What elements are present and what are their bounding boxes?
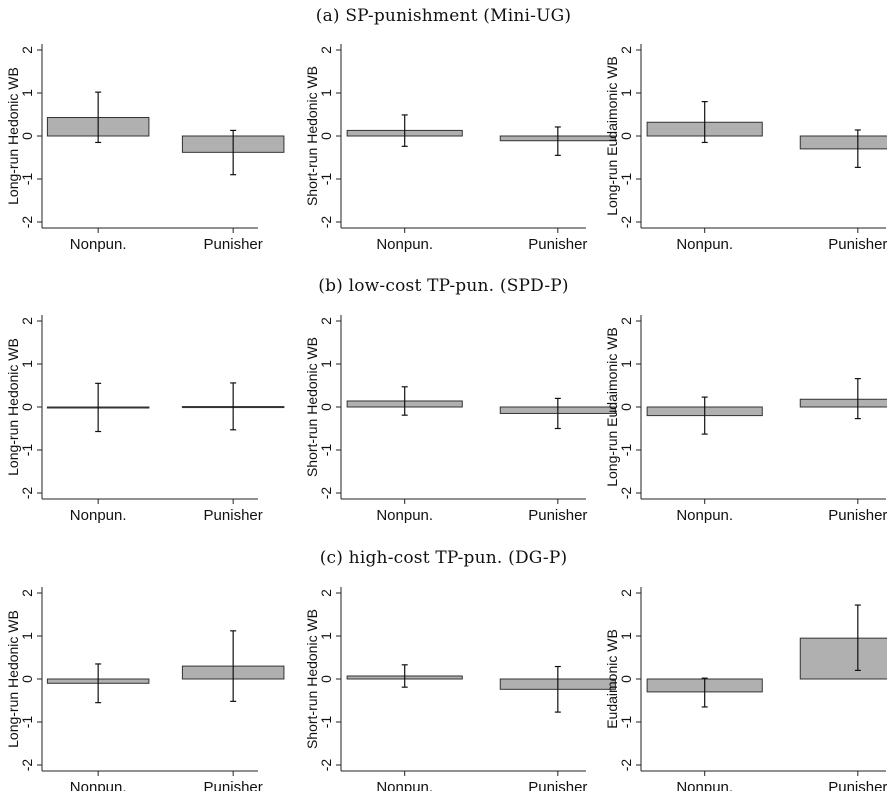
y-tick-label: -2 bbox=[318, 759, 334, 772]
x-tick-label: Punisher bbox=[528, 236, 587, 253]
x-tick-label: Punisher bbox=[204, 507, 263, 524]
y-tick-label: -1 bbox=[19, 716, 35, 729]
y-tick-label: 2 bbox=[618, 46, 634, 54]
y-tick-label: -1 bbox=[618, 444, 634, 457]
y-tick-label: 2 bbox=[318, 589, 334, 597]
y-tick-label: -1 bbox=[318, 444, 334, 457]
y-axis-label: Short-run Hedonic WB bbox=[304, 337, 320, 477]
chart-panel: -2 -1 0 1 2 Eudaimonic WB Nonpun. Punisher bbox=[604, 587, 887, 791]
y-tick-label: 0 bbox=[618, 403, 634, 411]
x-tick-label: Punisher bbox=[828, 507, 887, 524]
x-tick-label: Punisher bbox=[204, 236, 263, 253]
x-tick-label: Punisher bbox=[828, 236, 887, 253]
x-tick-label: Punisher bbox=[828, 779, 887, 791]
bar bbox=[799, 637, 887, 680]
chart-panel: -2 -1 0 1 2 Short-run Hedonic WB Nonpun. Punish… bbox=[304, 44, 616, 253]
y-tick-label: 2 bbox=[318, 317, 334, 325]
y-axis-label: Short-run Hedonic WB bbox=[304, 609, 320, 749]
x-tick-label: Punisher bbox=[204, 779, 263, 791]
y-tick-label: -2 bbox=[19, 216, 35, 229]
chart-panel: -2 -1 0 1 2 Short-run Hedonic WB Nonpun. Punish… bbox=[304, 587, 616, 791]
chart-panel: -2 -1 0 1 2 Long-run Eudaimonic WB Nonpun. Puni… bbox=[604, 44, 887, 253]
y-tick-label: 2 bbox=[618, 317, 634, 325]
y-tick-label: -1 bbox=[318, 173, 334, 186]
y-axis-label: Long-run Eudaimonic WB bbox=[604, 327, 620, 487]
chart-panel: -2 -1 0 1 2 Short-run Hedonic WB Nonpun. Punish… bbox=[304, 315, 616, 524]
y-tick-label: -1 bbox=[19, 444, 35, 457]
chart-panel: -2 -1 0 1 2 Long-run Eudaimonic WB Nonpun. Puni… bbox=[604, 315, 887, 524]
y-tick-label: 1 bbox=[618, 89, 634, 97]
row-title-c: (c) high-cost TP-pun. (DG-P) bbox=[319, 548, 568, 568]
y-tick-label: 1 bbox=[318, 632, 334, 640]
y-axis-label: Short-run Hedonic WB bbox=[304, 66, 320, 206]
x-tick-label: Punisher bbox=[528, 779, 587, 791]
chart-panel: -2 -1 0 1 2 Long-run Hedonic WB Nonpun. Punishe… bbox=[5, 315, 285, 524]
x-tick-label: Nonpun. bbox=[376, 236, 433, 253]
y-tick-label: 2 bbox=[318, 46, 334, 54]
x-tick-label: Nonpun. bbox=[70, 507, 127, 524]
y-tick-label: 1 bbox=[318, 89, 334, 97]
y-axis-label: Long-run Hedonic WB bbox=[5, 67, 21, 205]
row-title-a: (a) SP-punishment (Mini-UG) bbox=[315, 6, 572, 26]
y-tick-label: -2 bbox=[618, 487, 634, 500]
y-tick-label: -2 bbox=[318, 216, 334, 229]
y-tick-label: 2 bbox=[618, 589, 634, 597]
y-axis-label: Long-run Eudaimonic WB bbox=[604, 56, 620, 216]
y-tick-label: 0 bbox=[618, 675, 634, 683]
y-tick-label: 1 bbox=[19, 632, 35, 640]
y-tick-label: 2 bbox=[19, 317, 35, 325]
y-tick-label: -2 bbox=[19, 487, 35, 500]
chart-panel: -2 -1 0 1 2 Long-run Hedonic WB Nonpun. Punishe… bbox=[5, 587, 285, 791]
y-tick-label: 2 bbox=[19, 46, 35, 54]
bar bbox=[799, 135, 887, 150]
y-tick-label: 0 bbox=[618, 132, 634, 140]
y-tick-label: -2 bbox=[19, 759, 35, 772]
y-tick-label: 1 bbox=[19, 89, 35, 97]
y-tick-label: 0 bbox=[318, 132, 334, 140]
y-tick-label: -1 bbox=[318, 716, 334, 729]
y-axis-label: Long-run Hedonic WB bbox=[5, 338, 21, 476]
y-tick-label: 1 bbox=[618, 632, 634, 640]
chart-panel: -2 -1 0 1 2 Long-run Hedonic WB Nonpun. Punishe… bbox=[5, 44, 285, 253]
y-tick-label: -1 bbox=[19, 173, 35, 186]
x-tick-label: Nonpun. bbox=[676, 236, 733, 253]
x-tick-label: Nonpun. bbox=[376, 779, 433, 791]
y-tick-label: -2 bbox=[318, 487, 334, 500]
x-tick-label: Nonpun. bbox=[676, 507, 733, 524]
x-tick-label: Nonpun. bbox=[70, 779, 127, 791]
y-axis-label: Eudaimonic WB bbox=[604, 629, 620, 729]
x-tick-label: Nonpun. bbox=[70, 236, 127, 253]
row-title-b: (b) low-cost TP-pun. (SPD-P) bbox=[318, 276, 569, 296]
y-tick-label: 0 bbox=[19, 132, 35, 140]
y-axis-label: Long-run Hedonic WB bbox=[5, 610, 21, 748]
y-tick-label: 1 bbox=[318, 360, 334, 368]
y-tick-label: -2 bbox=[618, 759, 634, 772]
y-tick-label: 2 bbox=[19, 589, 35, 597]
y-tick-label: 1 bbox=[618, 360, 634, 368]
y-tick-label: 0 bbox=[318, 675, 334, 683]
y-tick-label: -1 bbox=[618, 173, 634, 186]
x-tick-label: Nonpun. bbox=[676, 779, 733, 791]
bar bbox=[799, 398, 887, 408]
y-tick-label: 0 bbox=[19, 675, 35, 683]
x-tick-label: Punisher bbox=[528, 507, 587, 524]
x-tick-label: Nonpun. bbox=[376, 507, 433, 524]
y-tick-label: 1 bbox=[19, 360, 35, 368]
y-tick-label: -1 bbox=[618, 716, 634, 729]
y-tick-label: 0 bbox=[318, 403, 334, 411]
y-tick-label: 0 bbox=[19, 403, 35, 411]
y-tick-label: -2 bbox=[618, 216, 634, 229]
